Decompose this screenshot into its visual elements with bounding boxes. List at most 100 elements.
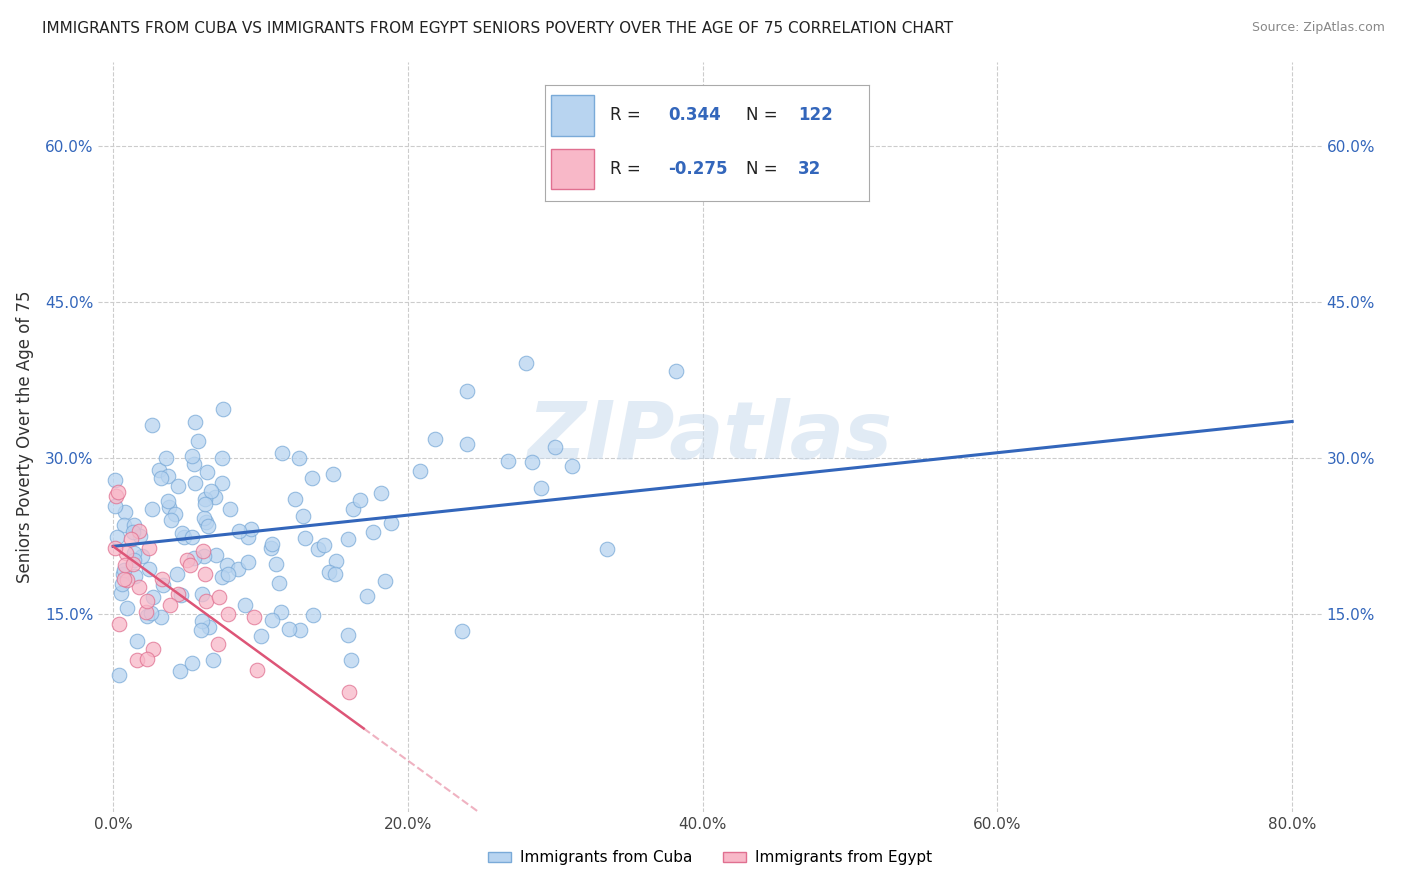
Point <box>156 494 179 508</box>
Point <box>194 498 217 512</box>
Point <box>264 558 287 572</box>
Point <box>170 526 193 541</box>
Point <box>211 569 233 583</box>
Point <box>152 578 174 592</box>
Point <box>301 471 323 485</box>
Point <box>380 516 402 530</box>
Point <box>246 663 269 677</box>
Point <box>290 624 312 638</box>
Point <box>142 590 165 604</box>
Point <box>271 446 294 460</box>
Point <box>138 541 160 555</box>
Point <box>176 552 198 566</box>
Point <box>120 532 142 546</box>
Point <box>122 525 145 540</box>
Point <box>122 517 145 532</box>
Point <box>166 567 188 582</box>
Point <box>124 569 146 583</box>
Point <box>217 558 239 573</box>
Point <box>184 415 207 429</box>
Point <box>198 619 221 633</box>
Point <box>165 507 187 521</box>
Point <box>337 684 360 698</box>
Point <box>194 594 217 608</box>
Point <box>204 490 226 504</box>
Point <box>114 505 136 519</box>
Point <box>544 440 567 454</box>
Point <box>170 588 193 602</box>
Point <box>167 587 190 601</box>
Point <box>128 524 150 538</box>
Point <box>356 590 378 604</box>
Point <box>193 549 215 563</box>
Legend: Immigrants from Cuba, Immigrants from Egypt: Immigrants from Cuba, Immigrants from Eg… <box>482 845 938 871</box>
Point <box>423 432 446 446</box>
Point <box>409 464 432 478</box>
Point <box>250 629 273 643</box>
Point <box>191 587 214 601</box>
Point <box>228 524 250 539</box>
Point <box>211 476 233 491</box>
Point <box>131 549 153 564</box>
Point <box>208 590 231 604</box>
Point <box>121 558 143 572</box>
Point <box>142 641 165 656</box>
Point <box>181 450 204 464</box>
Point <box>149 610 172 624</box>
Point <box>110 585 132 599</box>
Point <box>515 356 537 370</box>
Point <box>522 455 544 469</box>
Point <box>115 573 138 587</box>
Point <box>138 562 160 576</box>
Point <box>270 605 292 619</box>
Point <box>530 481 553 495</box>
Point <box>112 563 135 577</box>
Point <box>207 636 229 650</box>
Point <box>260 614 283 628</box>
Point <box>107 485 129 500</box>
Point <box>307 542 329 557</box>
Point <box>240 522 263 536</box>
Point <box>211 450 233 465</box>
Point <box>277 622 299 636</box>
Point <box>104 489 127 503</box>
Point <box>204 548 226 562</box>
Point <box>157 500 180 514</box>
Point <box>187 434 209 448</box>
Point <box>114 546 136 560</box>
Point <box>160 513 183 527</box>
Point <box>451 624 474 638</box>
Point <box>181 657 204 671</box>
Point <box>112 517 135 532</box>
Point <box>370 485 392 500</box>
Point <box>217 567 239 582</box>
Point <box>191 543 214 558</box>
Point <box>361 524 384 539</box>
Point <box>125 634 148 648</box>
Point <box>122 546 145 560</box>
Point <box>180 530 202 544</box>
Point <box>322 467 344 481</box>
Point <box>339 653 361 667</box>
Point <box>179 558 201 572</box>
Point <box>104 541 127 556</box>
Point <box>456 436 478 450</box>
Point <box>128 580 150 594</box>
Point <box>184 475 207 490</box>
Point <box>325 554 347 568</box>
Point <box>561 458 583 473</box>
Point <box>312 539 335 553</box>
Point <box>336 532 359 546</box>
Point <box>211 401 233 416</box>
Text: Source: ZipAtlas.com: Source: ZipAtlas.com <box>1251 21 1385 34</box>
Point <box>190 623 212 637</box>
Point <box>318 565 340 579</box>
Text: ZIPatlas: ZIPatlas <box>527 398 893 476</box>
Point <box>301 607 323 622</box>
Point <box>664 363 686 377</box>
Point <box>183 551 205 566</box>
Point <box>336 628 359 642</box>
Point <box>136 594 159 608</box>
Point <box>122 552 145 566</box>
Point <box>156 468 179 483</box>
